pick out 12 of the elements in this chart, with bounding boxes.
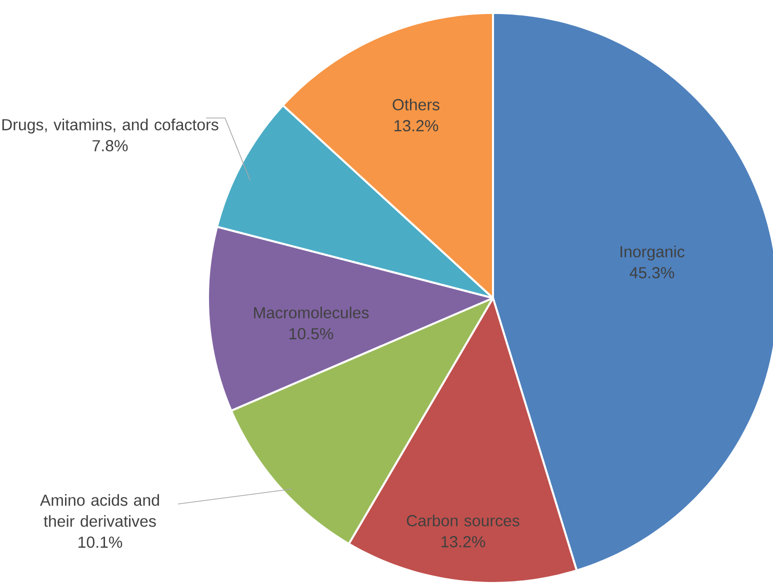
data-label: 10.5%	[290, 328, 334, 340]
data-label: 7.8%	[92, 140, 128, 152]
data-label: 45.3%	[630, 267, 674, 278]
data-label: 13.2%	[394, 120, 438, 132]
slice-label: Others	[392, 98, 440, 110]
data-label: 13.2%	[442, 536, 486, 548]
slice-label: Inorganic	[620, 246, 684, 261]
slice-label: Amino acids and their derivatives	[40, 494, 159, 527]
slice-label: Macromolecules	[254, 306, 369, 318]
slice-label: Drugs, vitamins, and cofactors	[2, 118, 218, 134]
slice-label: Carbon sources	[406, 514, 520, 526]
data-label: 10.1%	[78, 536, 122, 548]
